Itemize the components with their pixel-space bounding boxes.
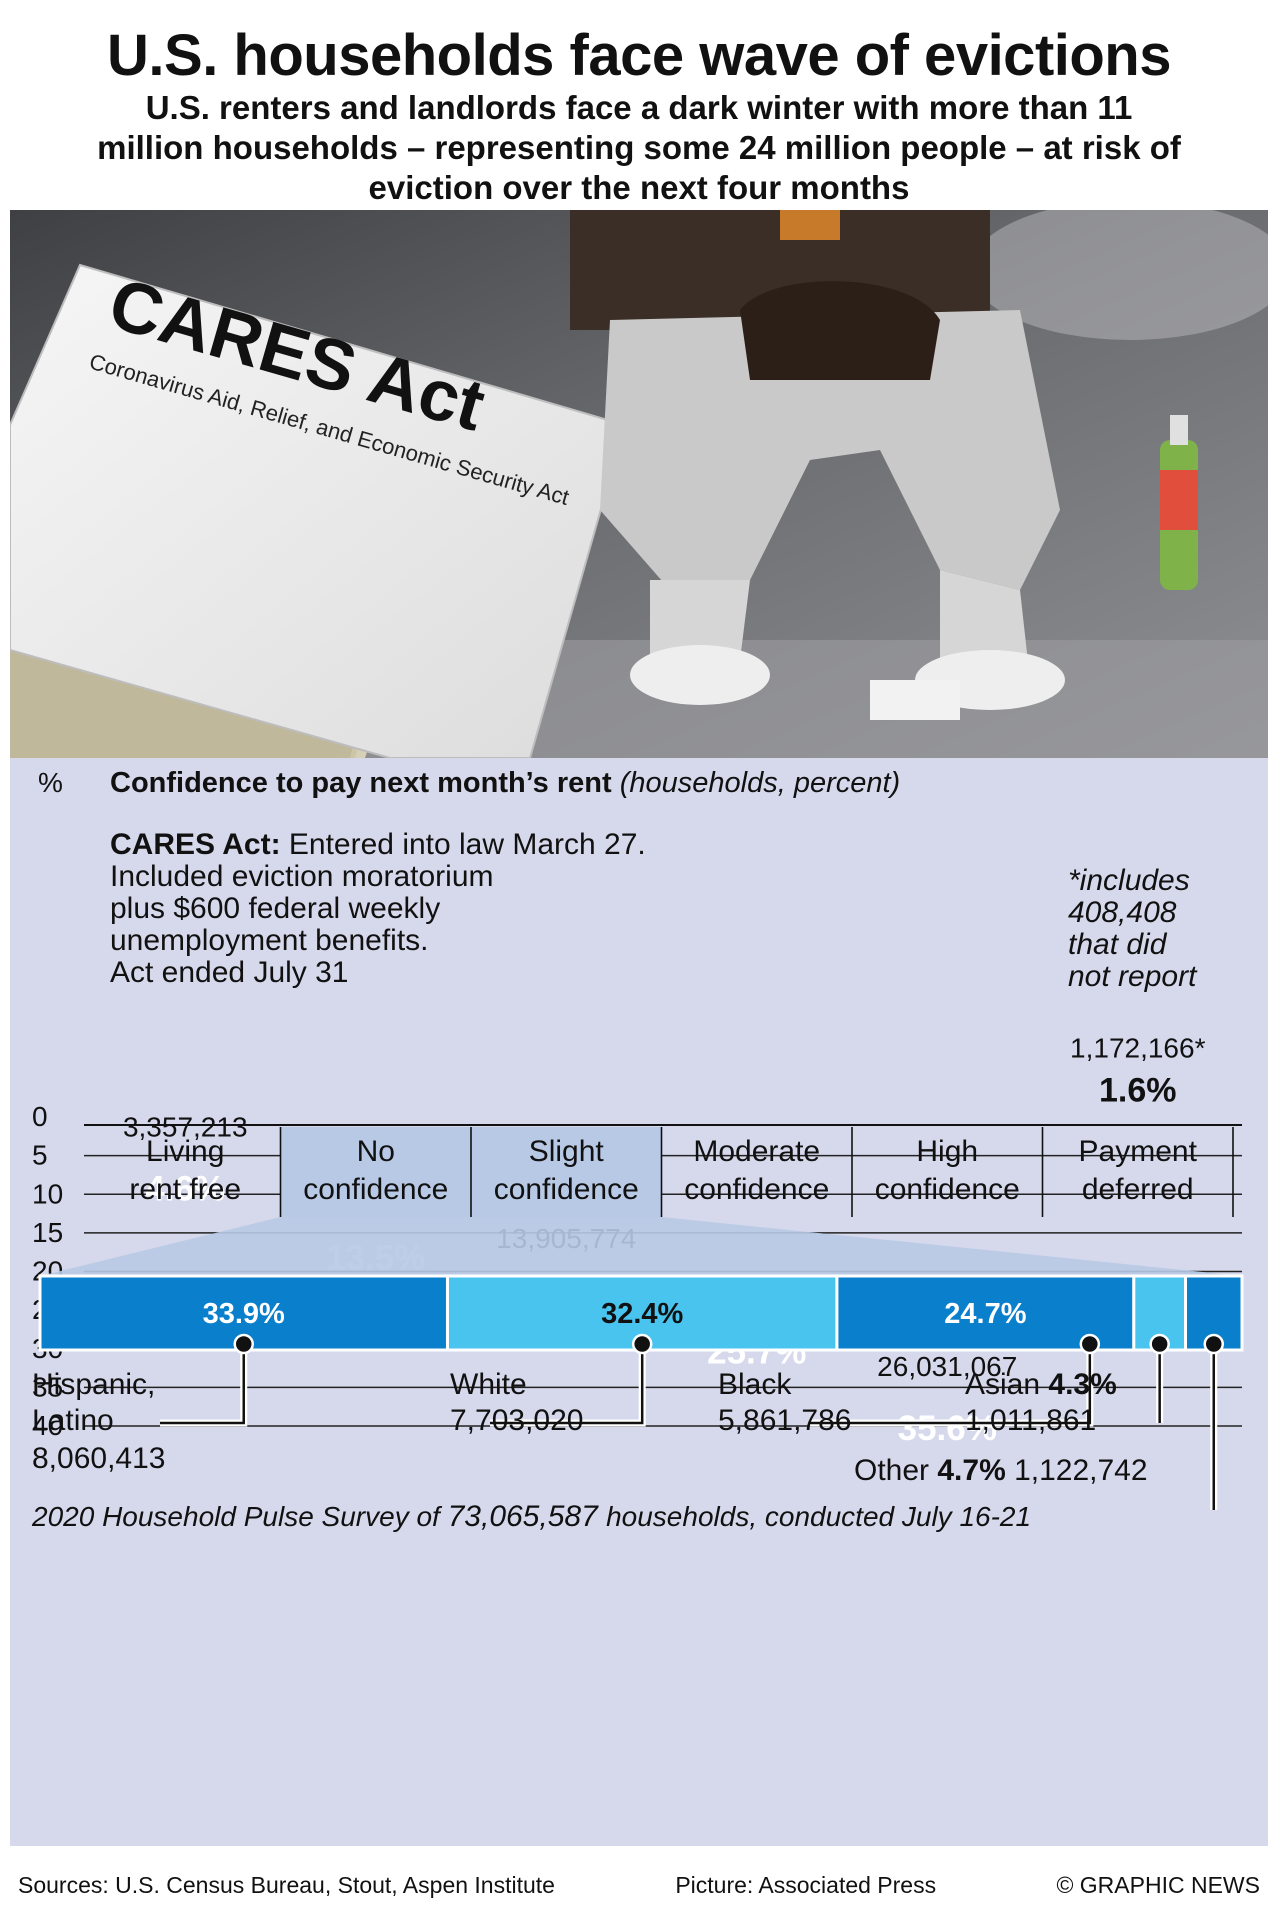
category-label: deferred (1082, 1173, 1194, 1206)
white-leader (490, 1344, 644, 1425)
category-highlight (471, 1127, 662, 1217)
photo-illustration: CARES Act Coronavirus Aid, Relief, and E… (10, 210, 1268, 758)
breakdown-funnel (40, 1217, 1242, 1276)
white-leader-dot (631, 1333, 653, 1355)
y-tick-label: 10 (32, 1178, 63, 1209)
hispanic-leader-halo (160, 1344, 248, 1427)
category-label: confidence (494, 1173, 639, 1206)
y-tick-label: 15 (32, 1217, 63, 1248)
category-label: Slight (529, 1135, 605, 1168)
bottle-image (1160, 415, 1198, 590)
footnote-text: 408,408 (1068, 896, 1177, 929)
footnote-text: *includes (1068, 864, 1190, 897)
value-label: 35.6% (898, 1409, 997, 1448)
header-photo: CARES Act Coronavirus Aid, Relief, and E… (10, 210, 1268, 758)
annotation-text: Included eviction moratorium (110, 860, 494, 893)
footer-sources: Sources: U.S. Census Bureau, Stout, Aspe… (18, 1872, 555, 1898)
hispanic-leader (160, 1344, 245, 1425)
y-tick-label: 40 (32, 1410, 63, 1441)
person-image (570, 210, 1065, 720)
category-label: confidence (684, 1173, 829, 1206)
footnote-text: not report (1068, 960, 1198, 993)
breakdown-percent-label: 24.7% (944, 1298, 1026, 1330)
page-subtitle: U.S. renters and landlords face a dark w… (97, 89, 1181, 206)
asian-leader-dot (1149, 1333, 1170, 1355)
y-tick-label: 35 (32, 1371, 63, 1402)
value-label: 4.6% (145, 1170, 225, 1209)
annotation-text: Act ended July 31 (110, 956, 349, 989)
breakdown-segment (445, 1274, 839, 1352)
chart-title: Confidence to pay next month’s rent (hou… (110, 767, 900, 799)
household-label: 26,031,067 (877, 1351, 1017, 1382)
group-households-label: 1,011,861 (965, 1404, 1096, 1437)
footnote-background (1058, 860, 1236, 1020)
category-label: rent free (129, 1173, 241, 1206)
category-highlight (280, 1127, 471, 1217)
category-label: No (357, 1135, 395, 1168)
category-label: Payment (1079, 1135, 1198, 1168)
footnote-text: that did (1068, 928, 1168, 961)
annotation-background (104, 824, 544, 999)
annotation-text: plus $600 federal weekly (110, 892, 440, 925)
group-households-label: 8,060,413 (32, 1442, 165, 1475)
page-title: U.S. households face wave of evictions (107, 23, 1171, 88)
y-axis-unit: % (38, 767, 63, 798)
annotation-text: CARES Act: Entered into law March 27. (110, 828, 646, 861)
category-label: Moderate (693, 1135, 820, 1168)
cares-document-image: CARES Act Coronavirus Aid, Relief, and E… (10, 263, 627, 758)
household-label: 3,357,213 (123, 1112, 248, 1143)
rent-confidence-chart: %0510152025303540Confidence to pay next … (31, 767, 1244, 1533)
group-name-label: Asian 4.3% (965, 1368, 1117, 1401)
group-name-label: Latino (32, 1404, 114, 1437)
footer: Sources: U.S. Census Bureau, Stout, Aspe… (18, 1872, 1260, 1899)
breakdown-percent-label: 33.9% (203, 1298, 285, 1330)
category-label: confidence (875, 1173, 1020, 1206)
black-leader (810, 1344, 1092, 1425)
value-label: 1.6% (1099, 1071, 1177, 1109)
footer-picture: Picture: Associated Press (675, 1872, 937, 1898)
y-tick-label: 5 (32, 1140, 48, 1171)
household-label: 1,172,166* (1070, 1032, 1206, 1063)
other-leader-dot (1203, 1333, 1225, 1355)
category-label: confidence (303, 1173, 448, 1206)
hispanic-leader-dot (233, 1333, 254, 1355)
group-households-label: 5,861,786 (718, 1404, 851, 1437)
y-tick-label: 0 (32, 1101, 48, 1132)
breakdown-percent-label: 32.4% (601, 1298, 683, 1330)
group-name-label: Other 4.7% 1,122,742 (854, 1454, 1148, 1487)
category-label: Living (146, 1135, 224, 1168)
chart-panel: %0510152025303540Confidence to pay next … (10, 758, 1268, 1846)
group-households-label: 7,703,020 (450, 1404, 583, 1437)
survey-note: 2020 Household Pulse Survey of 73,065,58… (31, 1500, 1031, 1533)
group-name-label: Hispanic, (32, 1368, 155, 1401)
group-name-label: Black (718, 1368, 792, 1401)
footer-credit: © GRAPHIC NEWS (1056, 1872, 1260, 1898)
category-label: High (916, 1135, 978, 1168)
annotation-text: unemployment benefits. (110, 924, 429, 957)
black-leader-dot (1079, 1333, 1101, 1355)
group-name-label: White (450, 1368, 527, 1401)
